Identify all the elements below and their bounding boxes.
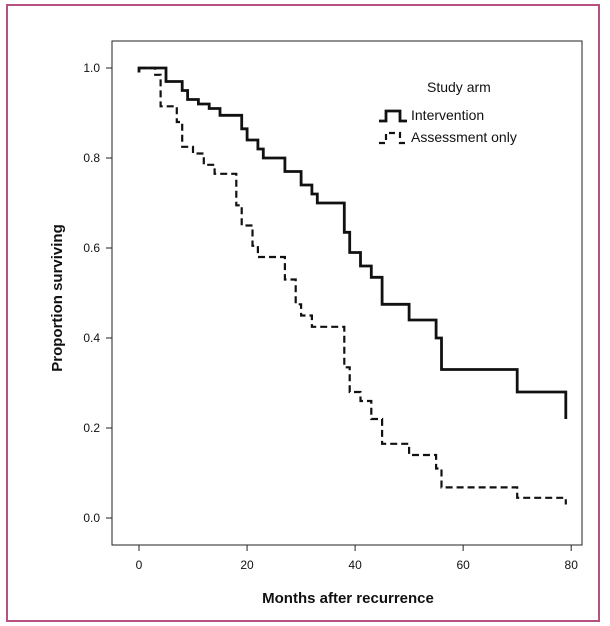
y-tick-label: 0.0 bbox=[83, 511, 100, 525]
x-tick-label: 0 bbox=[136, 558, 143, 572]
series-intervention-line bbox=[137, 66, 568, 419]
legend-symbol-assessment-only bbox=[379, 131, 407, 145]
legend-label: Assessment only bbox=[411, 129, 517, 145]
x-tick-label: 80 bbox=[565, 558, 579, 572]
curves bbox=[137, 66, 568, 505]
figure-frame bbox=[6, 4, 600, 622]
y-tick-label: 0.6 bbox=[83, 241, 100, 255]
y-tick-label: 0.2 bbox=[83, 421, 100, 435]
x-tick-label: 40 bbox=[348, 558, 362, 572]
legend-title: Study arm bbox=[427, 79, 491, 95]
legend-items: Intervention Assessment only bbox=[379, 107, 517, 145]
x-tick-label: 20 bbox=[240, 558, 254, 572]
x-tick-label: 60 bbox=[456, 558, 470, 572]
y-tick-label: 0.4 bbox=[83, 331, 100, 345]
legend-label: Intervention bbox=[411, 107, 484, 123]
y-tick-label: 1.0 bbox=[83, 61, 100, 75]
y-axis-title: Proportion surviving bbox=[49, 224, 66, 372]
series-assessment-only-line bbox=[139, 66, 567, 505]
plot-border bbox=[111, 40, 583, 546]
legend: Study arm Intervention Assessment only bbox=[379, 79, 517, 145]
x-axis-title: Months after recurrence bbox=[262, 590, 434, 607]
legend-symbol-intervention bbox=[379, 109, 407, 123]
plot-area: 0 20 40 60 80 0.0 0.2 0.4 0.6 0.8 1.0 bbox=[83, 40, 583, 572]
y-tick-label: 0.8 bbox=[83, 151, 100, 165]
